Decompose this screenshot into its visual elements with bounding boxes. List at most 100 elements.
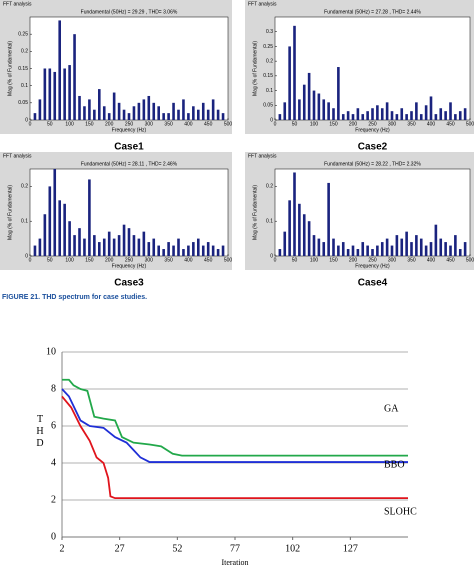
bar — [356, 108, 360, 120]
bar — [167, 113, 170, 120]
x-tick-label: 100 — [310, 121, 319, 127]
bar — [88, 179, 91, 256]
x-tick-label: 300 — [145, 257, 154, 263]
bar — [337, 245, 340, 256]
bar — [187, 113, 190, 120]
bar — [346, 249, 350, 256]
bar — [322, 242, 326, 256]
y-tick-label: 0.3 — [266, 29, 273, 35]
x-tick-label: 350 — [407, 121, 416, 127]
bar — [93, 109, 96, 120]
bar — [332, 238, 335, 256]
x-tick-label: 127 — [343, 543, 358, 554]
case-label: Case2 — [358, 142, 388, 153]
bar — [53, 169, 57, 256]
y-tick-label: 0.05 — [18, 100, 28, 106]
bar — [73, 34, 76, 120]
bar — [162, 113, 165, 120]
bar — [127, 113, 131, 120]
y-tick-label: 0.25 — [263, 44, 273, 50]
bar — [38, 99, 42, 120]
plot-area — [29, 16, 229, 121]
x-tick-label: 450 — [204, 257, 213, 263]
case-label: Case3 — [114, 278, 144, 289]
bar — [351, 245, 355, 256]
x-axis-label: Frequency (Hz) — [355, 263, 390, 269]
bar — [63, 203, 66, 256]
panel-title: Fundamental (50Hz) = 28.22 , THD= 2.32% — [324, 161, 421, 167]
y-tick-label: 0.2 — [21, 49, 28, 55]
bar — [395, 235, 399, 256]
bar — [429, 242, 433, 256]
x-tick-label: 450 — [446, 121, 455, 127]
y-tick-label: 6 — [51, 420, 56, 431]
x-tick-label: 200 — [105, 257, 114, 263]
bar — [458, 111, 462, 120]
bar — [283, 102, 287, 120]
bar — [132, 235, 136, 256]
bar — [449, 245, 452, 256]
x-tick-label: 50 — [47, 121, 53, 127]
bar — [48, 186, 52, 256]
x-tick-label: 27 — [115, 543, 125, 554]
bar — [43, 68, 47, 120]
panel-header: FFT analysis — [3, 153, 32, 159]
bar — [167, 242, 170, 256]
bar — [341, 242, 345, 256]
bar — [48, 68, 52, 120]
x-tick-label: 150 — [329, 257, 338, 263]
bar — [429, 96, 433, 120]
bar — [206, 109, 210, 120]
bar — [107, 231, 111, 256]
bar — [434, 224, 438, 256]
y-tick-label: 2 — [51, 494, 56, 505]
y-tick-label: 0.25 — [18, 31, 28, 37]
bar — [415, 102, 418, 120]
bar — [122, 224, 126, 256]
bar — [405, 114, 408, 120]
bar — [380, 108, 384, 120]
bar — [211, 99, 215, 120]
x-tick-label: 2 — [60, 543, 65, 554]
bar — [83, 106, 86, 120]
bar — [385, 102, 389, 120]
x-axis-label: Frequency (Hz) — [355, 127, 390, 133]
x-tick-label: 250 — [368, 121, 377, 127]
x-tick-label: 100 — [65, 257, 74, 263]
panel-header: FFT analysis — [248, 1, 277, 7]
x-tick-label: 50 — [292, 121, 298, 127]
bar — [197, 109, 200, 120]
x-axis-label: Frequency (Hz) — [112, 263, 147, 269]
x-tick-label: 200 — [105, 121, 114, 127]
x-tick-label: 150 — [329, 121, 338, 127]
bar — [366, 111, 369, 120]
bar — [63, 68, 66, 120]
y-tick-label: 0 — [51, 531, 56, 542]
bar — [454, 114, 457, 120]
bar — [463, 242, 467, 256]
bar — [78, 95, 81, 120]
bar — [293, 25, 296, 121]
x-tick-label: 350 — [164, 121, 173, 127]
panel-header: FFT analysis — [248, 153, 277, 159]
panel-title: Fundamental (50Hz) = 29.29 , THD= 3.06% — [81, 9, 178, 15]
y-tick-label: 0.2 — [21, 184, 28, 190]
y-tick-label: 0.15 — [263, 73, 273, 79]
x-tick-label: 0 — [29, 121, 32, 127]
bar — [385, 238, 389, 256]
bar — [58, 200, 61, 256]
bar — [307, 72, 311, 120]
bar — [102, 106, 106, 120]
bar — [192, 242, 195, 256]
y-tick-label: 0.1 — [266, 88, 273, 94]
x-tick-label: 350 — [407, 257, 416, 263]
x-tick-label: 50 — [47, 257, 53, 263]
bar — [172, 102, 175, 120]
line — [61, 395, 408, 500]
bar — [366, 245, 369, 256]
x-tick-label: 400 — [427, 121, 436, 127]
y-tick-label: 0.1 — [21, 83, 28, 89]
x-tick-label: 200 — [349, 257, 358, 263]
bar — [424, 245, 428, 256]
bar — [142, 231, 146, 256]
